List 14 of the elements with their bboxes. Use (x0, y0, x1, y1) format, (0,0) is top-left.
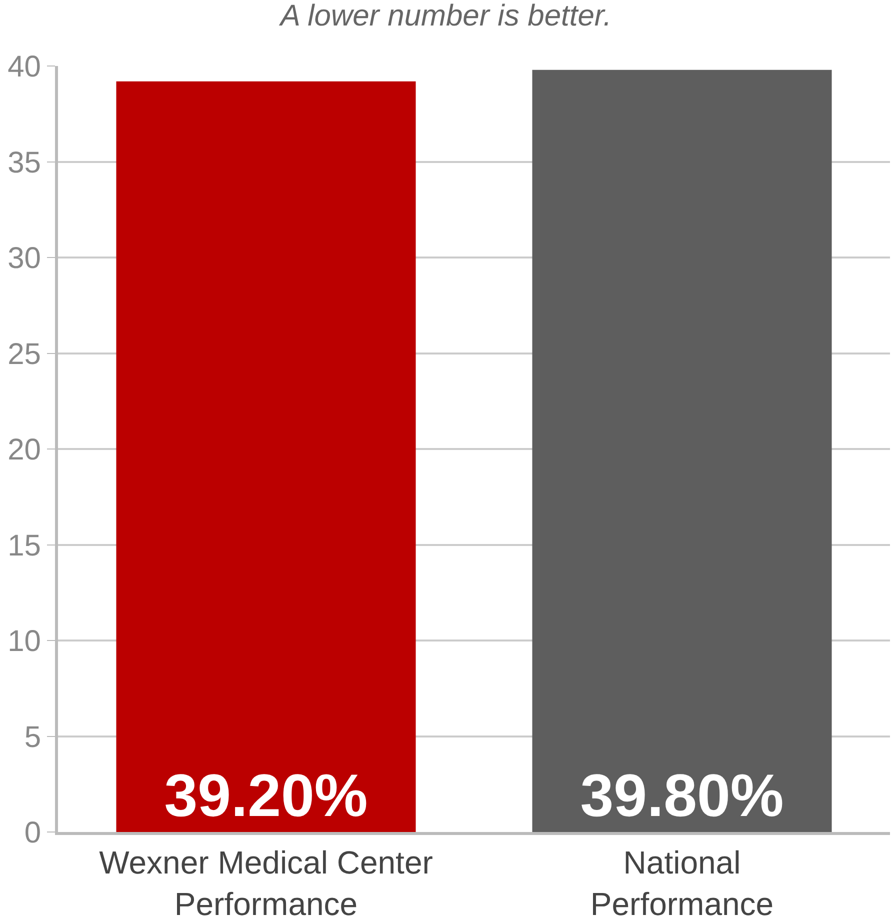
y-tick-label: 15 (8, 529, 41, 562)
y-tick-label: 10 (8, 625, 41, 658)
y-tick-label: 20 (8, 434, 41, 466)
chart-title: A lower number is better. (278, 0, 612, 33)
y-tick-label: 5 (24, 720, 41, 754)
data-label: 39.20% (164, 762, 368, 829)
x-tick-label: National Performance (590, 844, 774, 922)
y-tick-label: 35 (8, 146, 41, 180)
data-label: 39.80% (580, 762, 784, 829)
y-tick-label: 0 (24, 816, 41, 850)
x-tick-label: Wexner Medical Center Performance (99, 844, 434, 922)
y-tick-label: 40 (8, 50, 41, 84)
y-tick-label: 30 (8, 242, 41, 275)
y-tick-label: 25 (8, 338, 41, 371)
